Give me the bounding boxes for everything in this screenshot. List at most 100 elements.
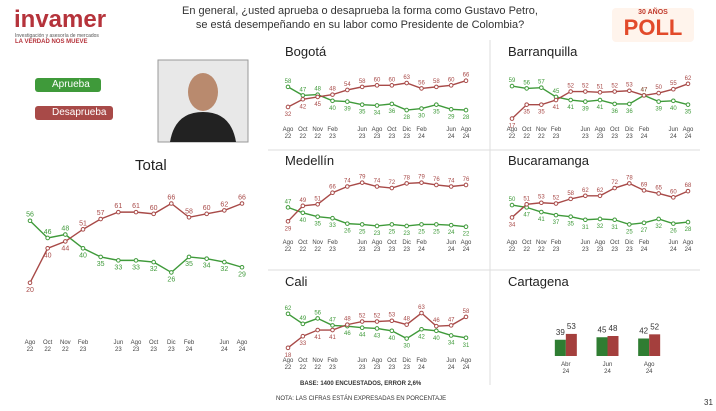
data-label: 60 [374,77,381,83]
point [45,246,50,251]
data-label: 46 [344,331,351,337]
data-label: 41 [597,105,604,111]
x-tick-label: Nov 22 [59,340,71,353]
data-label: 58 [359,79,366,85]
point [98,216,103,222]
data-label: 58 [463,309,470,315]
point [345,99,350,104]
point [448,184,454,189]
x-tick-label: Ago 24 [643,362,655,375]
point [509,116,515,121]
x-tick-label: Jun 23 [580,127,591,140]
data-label: 57 [97,210,105,217]
point [374,319,380,324]
point [656,99,661,104]
point [27,218,33,224]
footer-base: BASE: 1400 ENCUESTADOS, ERROR 2,6% [300,381,422,387]
data-label: 32 [220,266,228,273]
point [434,323,439,329]
data-label: 39 [655,107,662,113]
data-label: 34 [374,110,381,116]
point [448,323,454,328]
data-label: 52 [553,196,560,202]
point [656,191,661,196]
data-label: 74 [374,179,381,185]
data-label: 79 [359,175,366,181]
point [448,107,454,112]
panel-title: Cali [285,274,308,289]
x-tick-label: Ago 24 [236,340,248,353]
data-label: 24 [448,230,455,236]
point [539,209,544,215]
data-label: 41 [553,105,560,111]
x-tick-label: Nov 22 [535,240,547,253]
data-label: 49 [299,316,306,322]
data-label: 25 [388,229,395,235]
point [330,215,335,221]
x-tick-label: Abr 24 [561,362,571,375]
data-label: 53 [538,195,545,201]
point [359,180,365,185]
point [300,96,306,102]
data-label: 58 [285,79,292,85]
bar [554,339,566,356]
bar [596,337,608,356]
point [359,84,365,90]
x-tick-label: Jun 24 [446,358,456,371]
data-label: 20 [26,287,34,294]
data-label: 53 [626,83,633,89]
data-label: 47 [641,87,648,93]
data-label: 40 [329,106,336,112]
data-label: 62 [582,188,589,194]
point [27,280,33,286]
data-label: 33 [132,264,140,271]
point [627,88,632,94]
data-label: 40 [433,336,440,342]
data-label: 36 [611,109,618,115]
point [434,182,439,188]
point [597,193,603,199]
x-tick-label: Ago 22 [506,127,518,140]
point [404,80,409,86]
point [330,327,335,333]
point [63,239,68,244]
data-label: 41 [567,105,574,111]
point [80,246,86,251]
point [151,259,156,265]
data-label: 53 [567,322,576,331]
point [553,212,559,218]
x-tick-label: Dic 23 [402,127,411,140]
point [404,223,409,229]
data-label: 78 [403,175,410,181]
point [509,215,515,220]
point [133,258,139,263]
data-label: 52 [650,322,659,331]
point [539,85,544,90]
point [315,214,320,219]
data-label: 56 [418,80,425,86]
panel-title: Cartagena [508,274,569,289]
data-label: 74 [344,179,351,185]
point [463,182,469,188]
data-label: 31 [611,225,618,231]
point [169,201,174,206]
data-label: 32 [597,224,604,230]
point [315,201,320,207]
data-label: 58 [185,208,193,215]
x-tick-label: Oct 23 [609,240,620,253]
data-label: 63 [403,75,410,81]
data-label: 31 [463,343,470,349]
point [404,336,409,341]
data-label: 51 [523,196,530,202]
data-label: 43 [374,333,381,339]
point [186,254,192,260]
data-label: 40 [670,106,677,112]
point [285,104,291,110]
data-label: 32 [285,112,292,118]
data-label: 23 [403,231,410,237]
x-tick-label: Oct 22 [298,358,308,371]
point [671,86,676,92]
point [300,203,306,209]
point [641,220,647,226]
